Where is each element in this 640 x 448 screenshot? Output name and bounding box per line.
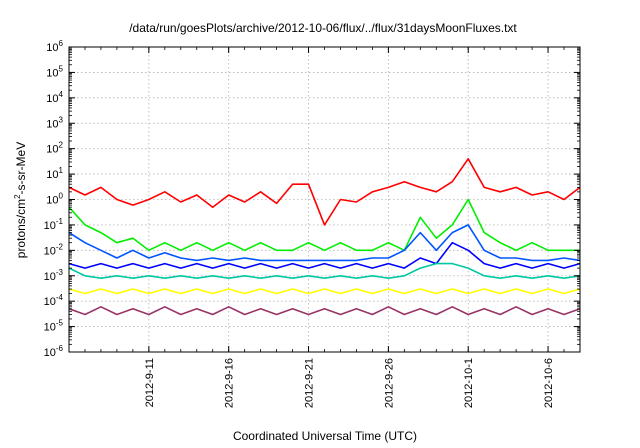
y-tick-label: 101 bbox=[46, 166, 63, 181]
x-tick-label: 2012-9-26 bbox=[383, 358, 395, 408]
y-tick-label: 100 bbox=[46, 192, 63, 207]
series-line-1 bbox=[68, 158, 581, 226]
y-axis-label-sup: 2 bbox=[13, 194, 22, 199]
y-tick-label: 10-1 bbox=[44, 217, 64, 232]
chart-title: /data/run/goesPlots/archive/2012-10-06/f… bbox=[129, 21, 517, 35]
x-tick-label: 2012-9-11 bbox=[144, 358, 156, 407]
y-tick-label: 106 bbox=[46, 39, 63, 54]
y-axis-ticks: 10-6 10-5 10-4 10-3 10-2 10-1 100 101 102 103 104 1… bbox=[44, 39, 580, 359]
y-axis-label: protons/cm2-s-sr-MeV bbox=[13, 142, 28, 258]
series-line-5 bbox=[68, 262, 581, 280]
grid bbox=[69, 47, 580, 352]
y-tick-label: 10-4 bbox=[44, 293, 64, 308]
y-tick-label: 102 bbox=[46, 141, 63, 156]
series-line-6 bbox=[68, 288, 581, 295]
x-tick-label: 2012-10-6 bbox=[543, 358, 555, 408]
y-axis-label-pre: protons/cm bbox=[14, 199, 28, 258]
y-tick-label: 10-5 bbox=[44, 319, 64, 334]
x-tick-label: 2012-10-1 bbox=[463, 358, 475, 408]
series-line-2 bbox=[68, 198, 580, 252]
series-line-3 bbox=[68, 224, 581, 262]
series-group bbox=[68, 158, 581, 316]
y-tick-label: 104 bbox=[46, 90, 63, 105]
x-axis-label: Coordinated Universal Time (UTC) bbox=[233, 429, 417, 443]
x-tick-label: 2012-9-16 bbox=[224, 358, 236, 408]
y-tick-label: 10-6 bbox=[44, 344, 64, 359]
y-tick-label: 10-3 bbox=[44, 268, 64, 283]
y-axis-label-post: -s-sr-MeV bbox=[14, 142, 28, 195]
series-line-7 bbox=[68, 305, 581, 316]
y-tick-label: 10-2 bbox=[44, 242, 64, 257]
x-tick-label: 2012-9-21 bbox=[304, 358, 316, 408]
x-axis-ticks: 2012-9-11 2012-9-16 2012-9-21 2012-9-26 2012… bbox=[84, 47, 565, 408]
y-tick-label: 105 bbox=[46, 64, 63, 79]
series-line-4 bbox=[68, 241, 581, 269]
y-tick-label: 103 bbox=[46, 115, 63, 130]
